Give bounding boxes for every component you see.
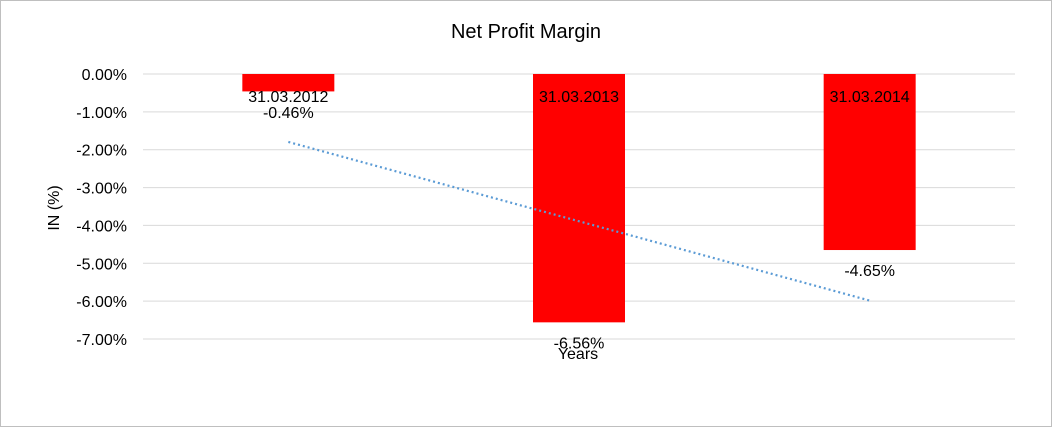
- category-label: 31.03.2013: [539, 89, 619, 106]
- y-tick-label: -2.00%: [76, 143, 127, 160]
- y-axis-ticks: 0.00% -1.00% -2.00% -3.00% -4.00% -5.00% -6.00…: [76, 67, 127, 349]
- data-label: -0.46%: [263, 105, 314, 122]
- y-tick-label: -6.00%: [76, 294, 127, 311]
- y-tick-label: -1.00%: [76, 105, 127, 122]
- x-axis-label: Years: [558, 346, 598, 363]
- bars: [242, 74, 916, 323]
- bar: [533, 74, 625, 323]
- data-label: -4.65%: [844, 263, 895, 280]
- y-tick-label: -4.00%: [76, 218, 127, 235]
- data-label: -6.56%: [554, 335, 605, 352]
- bar: [242, 74, 335, 92]
- category-label: 31.03.2012: [248, 89, 328, 106]
- trendline: [288, 140, 870, 302]
- y-tick-label: -7.00%: [76, 332, 127, 349]
- category-label: 31.03.2014: [830, 89, 910, 106]
- data-labels: -0.46% -6.56% -4.65%: [263, 105, 895, 352]
- y-tick-label: 0.00%: [82, 67, 127, 84]
- chart-title: Net Profit Margin: [451, 21, 601, 43]
- category-labels: 31.03.2012 31.03.2013 31.03.2014: [248, 89, 910, 106]
- bar: [823, 74, 916, 251]
- y-tick-label: -5.00%: [76, 256, 127, 273]
- trendline-group: [288, 140, 870, 302]
- y-axis-label: IN (%): [46, 185, 63, 230]
- y-tick-label: -3.00%: [76, 181, 127, 198]
